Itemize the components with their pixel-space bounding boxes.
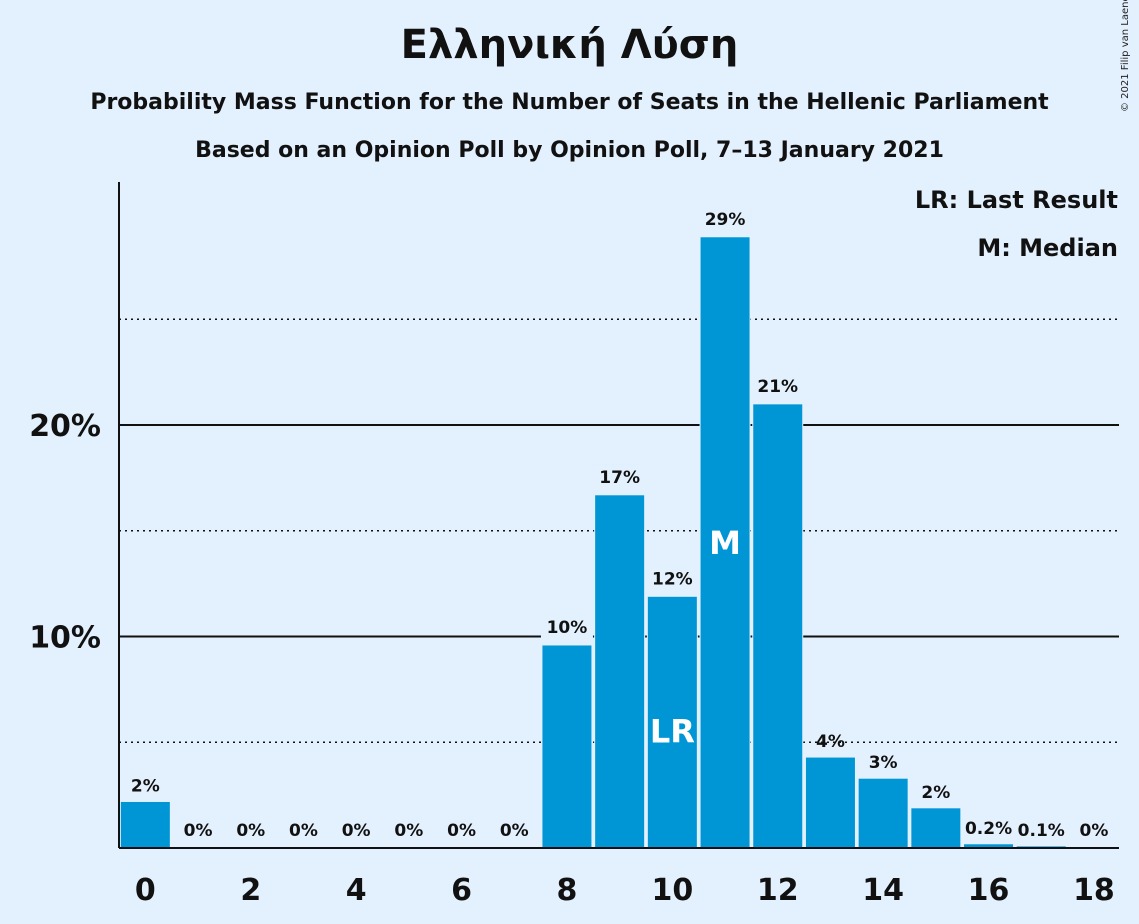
bar-value-label: 0% xyxy=(289,821,318,841)
label-background xyxy=(751,373,804,398)
chart-subtitle: Probability Mass Function for the Number… xyxy=(90,90,1049,115)
bar-value-label: 0.1% xyxy=(1018,821,1065,841)
bar-seats-13 xyxy=(804,756,856,849)
y-tick-label: 10% xyxy=(29,621,101,656)
bar-seats-9 xyxy=(594,494,646,849)
bar-value-label: 12% xyxy=(652,569,693,589)
x-tick-label: 12 xyxy=(757,873,799,908)
label-background xyxy=(540,614,593,639)
bar-value-label: 2% xyxy=(921,783,950,803)
median-marker: M xyxy=(709,524,741,562)
y-tick-label: 20% xyxy=(29,409,101,444)
bar-seats-10 xyxy=(646,595,698,849)
bar-value-label: 0% xyxy=(1080,821,1109,841)
bar-seats-11 xyxy=(699,236,751,849)
bar-value-label: 0% xyxy=(447,821,476,841)
bar-value-label: 0% xyxy=(236,821,265,841)
x-tick-label: 0 xyxy=(135,873,156,908)
x-tick-label: 6 xyxy=(451,873,472,908)
bar-value-label: 2% xyxy=(131,776,160,796)
x-tick-label: 14 xyxy=(862,873,904,908)
bar-value-label: 0% xyxy=(342,821,371,841)
chart-title: Ελληνική Λύση xyxy=(400,22,739,68)
bar-seats-12 xyxy=(752,403,804,849)
bar-value-label: 17% xyxy=(599,468,640,488)
bar-value-label: 0.2% xyxy=(965,819,1012,839)
x-tick-label: 2 xyxy=(240,873,261,908)
x-tick-label: 8 xyxy=(557,873,578,908)
bar-value-label: 0% xyxy=(394,821,423,841)
last-result-marker: LR xyxy=(650,712,695,750)
x-tick-label: 18 xyxy=(1073,873,1115,908)
bar-value-label: 0% xyxy=(184,821,213,841)
x-tick-label: 10 xyxy=(651,873,693,908)
legend-last-result: LR: Last Result xyxy=(914,186,1118,214)
bar-value-label: 0% xyxy=(500,821,529,841)
chart-source: Based on an Opinion Poll by Opinion Poll… xyxy=(195,138,944,163)
x-tick-label: 16 xyxy=(968,873,1010,908)
bar-seats-15 xyxy=(910,807,962,849)
bar-seats-8 xyxy=(541,644,593,849)
bar-value-label: 10% xyxy=(547,618,588,638)
bar-value-label: 29% xyxy=(705,210,746,230)
label-background xyxy=(646,566,699,591)
label-background xyxy=(699,206,752,231)
bar-value-label: 3% xyxy=(869,753,898,773)
label-background xyxy=(593,464,646,489)
bar-value-label: 21% xyxy=(757,377,798,397)
x-tick-label: 4 xyxy=(346,873,367,908)
bar-seats-14 xyxy=(857,777,909,849)
bar-seats-0 xyxy=(119,800,171,849)
legend-median: M: Median xyxy=(977,234,1118,262)
bar-value-label: 4% xyxy=(816,732,845,752)
